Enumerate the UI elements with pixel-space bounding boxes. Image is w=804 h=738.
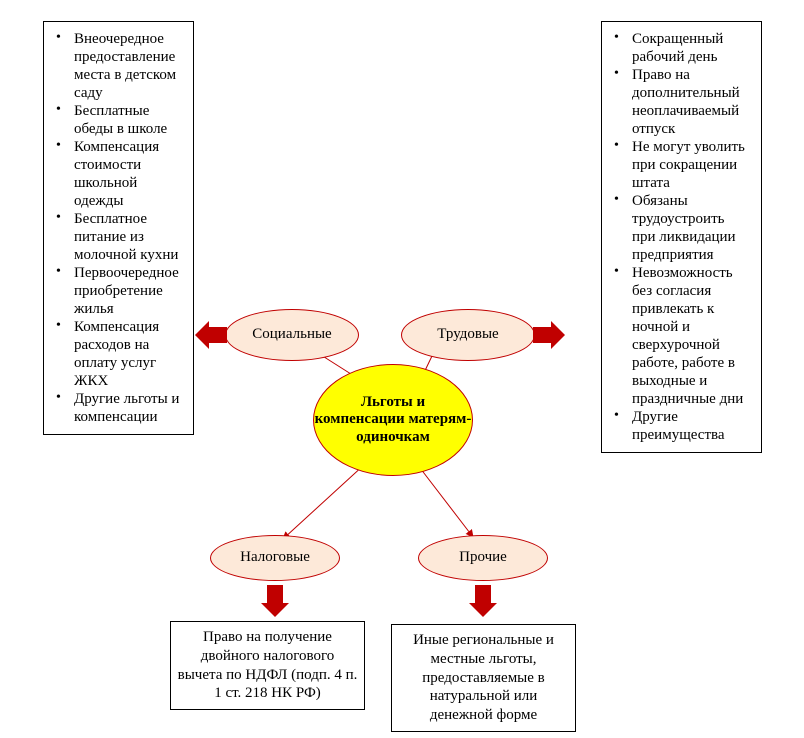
list-item: Другие льготы и компенсации (66, 390, 183, 426)
list-item: Внеочередное предоставление места в детс… (66, 30, 183, 102)
list-item: Невозможность без согласия привлекать к … (624, 264, 751, 408)
tax-ellipse: Налоговые (210, 535, 340, 581)
arrow-right-icon (527, 321, 567, 349)
list-item: Компенсация стоимости школьной одежды (66, 138, 183, 210)
other-box: Иные региональные и местные льготы, пред… (391, 624, 576, 732)
other-label: Прочие (459, 549, 507, 566)
center-label: Льготы и компенсации матерям-одиночкам (314, 394, 472, 446)
social-ellipse: Социальные (225, 309, 359, 361)
labor-box: Сокращенный рабочий день Право на дополн… (601, 21, 762, 453)
edge-center-other (417, 464, 473, 537)
arrow-down-icon (261, 581, 289, 621)
labor-list: Сокращенный рабочий день Право на дополн… (624, 30, 751, 444)
list-item: Компенсация расходов на оплату услуг ЖКХ (66, 318, 183, 390)
list-item: Бесплатные обеды в школе (66, 102, 183, 138)
arrow-left-icon (193, 321, 233, 349)
other-ellipse: Прочие (418, 535, 548, 581)
tax-box: Право на получение двойного налогового в… (170, 621, 365, 710)
edge-center-tax (283, 464, 365, 539)
tax-text: Право на получение двойного налогового в… (178, 629, 358, 701)
arrow-down-icon (469, 581, 497, 621)
social-list: Внеочередное предоставление места в детс… (66, 30, 183, 426)
labor-ellipse: Трудовые (401, 309, 535, 361)
social-label: Социальные (252, 326, 331, 343)
tax-label: Налоговые (240, 549, 310, 566)
other-text: Иные региональные и местные льготы, пред… (413, 632, 554, 723)
list-item: Не могут уволить при сокращении штата (624, 138, 751, 192)
list-item: Обязаны трудоустроить при ликвидации пре… (624, 192, 751, 264)
list-item: Бесплатное питание из молочной кухни (66, 210, 183, 264)
list-item: Сокращенный рабочий день (624, 30, 751, 66)
social-box: Внеочередное предоставление места в детс… (43, 21, 194, 435)
list-item: Первоочередное приобретение жилья (66, 264, 183, 318)
list-item: Право на дополнительный неоплачиваемый о… (624, 66, 751, 138)
center-ellipse: Льготы и компенсации матерям-одиночкам (313, 364, 473, 476)
list-item: Другие преимущества (624, 408, 751, 444)
labor-label: Трудовые (437, 326, 498, 343)
